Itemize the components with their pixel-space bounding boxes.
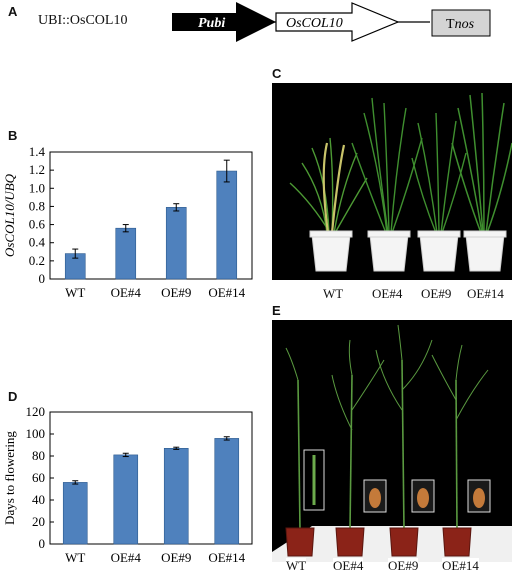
- photo-c-illustration: [272, 83, 512, 280]
- chart-d-ytick-label: 0: [39, 536, 46, 551]
- chart-b-ytick-label: 0.6: [29, 217, 46, 232]
- photo-c-label-wt: WT: [323, 286, 344, 301]
- tnos-label: Tnos: [446, 17, 475, 32]
- oscol10-label: OsCOL10: [286, 16, 343, 31]
- chart-d-xtick-label-3: OE#9: [161, 550, 191, 565]
- plant-oe4-c: [351, 97, 423, 234]
- chart-b-y-axis-label: OsCOL10/UBQ: [2, 173, 17, 257]
- pubi-promoter-arrow: [172, 2, 276, 42]
- plant-wt-c: [289, 137, 368, 234]
- tnos-label-nos: nos: [455, 17, 475, 32]
- chart-d-bar-3: [163, 447, 189, 545]
- chart-b-ytick-label: 1.2: [29, 162, 45, 177]
- chart-d-xtick-label-4: OE#14: [208, 550, 245, 565]
- chart-d-bar-4: [214, 438, 240, 545]
- chart-b-expression: 0 0.2 0.4 0.6 0.8 1.0 1.2 1.4 OsCOL10/UBQ WT OE#4 O…: [2, 144, 253, 300]
- chart-d-xtick-label-1: WT: [65, 550, 85, 565]
- chart-b-ytick-label: 0.4: [29, 235, 46, 250]
- chart-d-y-axis-label: Days to flowering: [2, 431, 17, 525]
- pots-c: [309, 230, 507, 272]
- panel-label-d: D: [8, 389, 18, 404]
- photo-e-label-wt: WT: [286, 558, 307, 574]
- chart-b-xtick-label-3: OE#9: [161, 285, 191, 300]
- inset-oe4-meristem-drawing: [369, 488, 381, 508]
- inset-wt-panicle: [303, 449, 325, 511]
- tnos-terminator-box: [431, 9, 491, 37]
- chart-b-ytick-label: 1.4: [29, 144, 46, 159]
- chart-d-ytick-label: 40: [32, 492, 45, 507]
- chart-d-flowering: 0 20 40 60 80 100 120 Days to flowering WT OE#4 OE…: [2, 404, 253, 565]
- pubi-label: Pubi: [198, 16, 225, 31]
- chart-b-xtick-label-2: OE#4: [111, 285, 142, 300]
- chart-b-bar-3: [165, 207, 187, 280]
- chart-d-xtick-label-2: OE#4: [111, 550, 142, 565]
- photo-c-label-oe14: OE#14: [467, 286, 504, 301]
- chart-d-bar-2: [113, 454, 139, 545]
- chart-b-ytick-label: 0.2: [29, 253, 45, 268]
- chart-b-ytick-label: 0.8: [29, 198, 45, 213]
- photo-c-rice-plants: [272, 83, 512, 280]
- chart-b-xtick-label-4: OE#14: [208, 285, 245, 300]
- photo-e-rice-stems: [272, 320, 512, 562]
- pots-e: [285, 527, 472, 557]
- panel-label-c: C: [272, 66, 282, 81]
- chart-d-bar-1: [62, 482, 88, 545]
- chart-b-ytick-label: 0: [39, 271, 46, 286]
- tnos-label-t: T: [446, 17, 455, 32]
- chart-b-bar-4: [216, 170, 238, 280]
- chart-d-ytick-label: 120: [26, 404, 46, 419]
- panel-label-b: B: [8, 128, 18, 143]
- photo-e-illustration: [272, 320, 512, 562]
- chart-d-ytick-label: 80: [32, 448, 45, 463]
- plant-oe9-c: [411, 112, 467, 234]
- photo-e-label-oe9: OE#9: [388, 558, 419, 574]
- inset-oe9-meristem-drawing: [417, 488, 429, 508]
- photo-c-label-oe4: OE#4: [372, 286, 403, 301]
- chart-d-ytick-label: 100: [26, 426, 46, 441]
- photo-c-label-oe9: OE#9: [421, 286, 452, 301]
- construct-diagram: Pubi OsCOL10 Tnos: [172, 2, 491, 42]
- photo-e-label-oe14: OE#14: [442, 558, 479, 574]
- oscol10-gene-arrow: [275, 2, 400, 42]
- chart-b-xtick-label-1: WT: [65, 285, 85, 300]
- panel-label-a: A: [8, 4, 18, 19]
- construct-name: UBI::OsCOL10: [38, 13, 128, 28]
- chart-b-ytick-label: 1.0: [29, 180, 45, 195]
- stems-e: [285, 324, 489, 531]
- chart-d-ytick-label: 20: [32, 514, 45, 529]
- chart-b-bar-2: [115, 227, 137, 280]
- inset-oe14-meristem-drawing: [473, 488, 485, 508]
- photo-e-label-oe4: OE#4: [333, 558, 364, 574]
- chart-b-plot-frame: [49, 151, 253, 280]
- photo-e-background: [272, 320, 512, 562]
- plant-oe14-c: [451, 92, 512, 234]
- chart-d-ytick-label: 60: [32, 470, 45, 485]
- panel-label-e: E: [272, 303, 281, 318]
